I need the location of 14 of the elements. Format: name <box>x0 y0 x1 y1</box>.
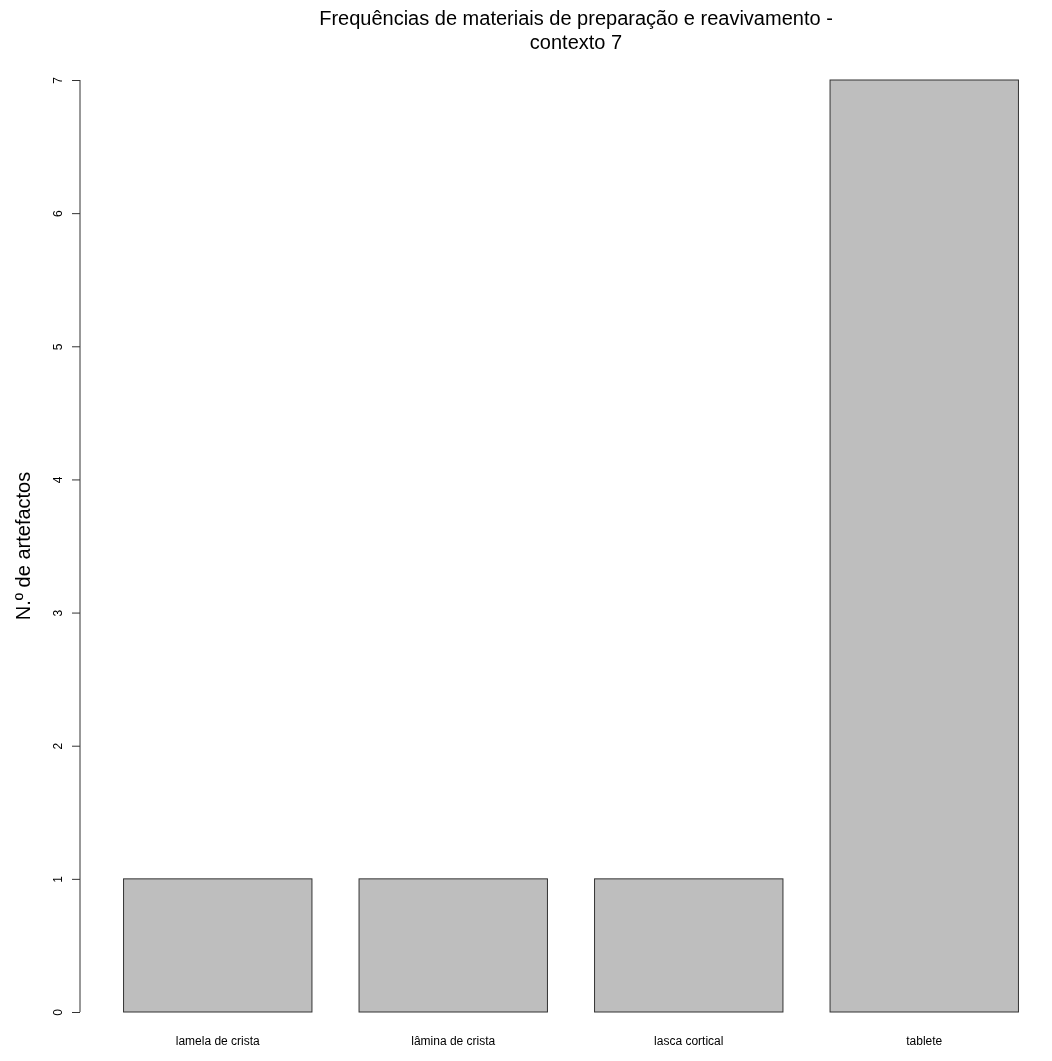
y-tick-label: 5 <box>51 343 66 351</box>
y-tick-label: 1 <box>51 875 66 883</box>
x-tick-label: lasca cortical <box>654 1034 724 1048</box>
x-tick-label: lâmina de crista <box>411 1034 496 1048</box>
y-tick-label: 0 <box>51 1008 66 1016</box>
y-tick-label: 3 <box>51 609 66 617</box>
y-tick-label: 2 <box>51 742 66 750</box>
chart-title: Frequências de materiais de preparação e reavivamento - contexto 7 <box>319 7 833 53</box>
y-tick-label: 6 <box>51 209 66 217</box>
y-axis-title: N.º de artefactos <box>12 471 34 621</box>
x-tick-label: lamela de crista <box>175 1034 261 1048</box>
y-tick-label: 4 <box>51 476 66 484</box>
x-tick-label: tablete <box>906 1034 943 1048</box>
y-tick-label: 7 <box>51 76 66 84</box>
